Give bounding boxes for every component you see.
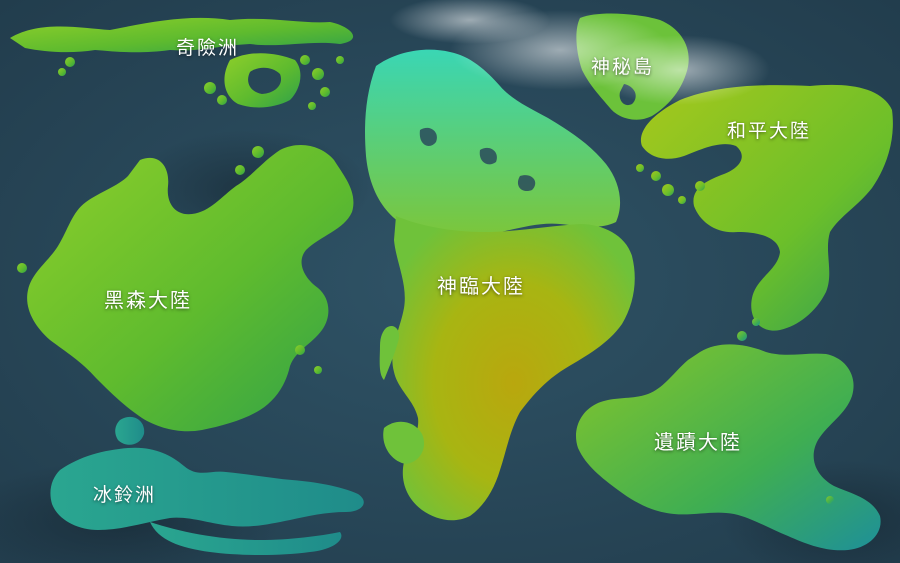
region-label-shenmi: 神秘島 [591,56,655,78]
region-label-heisen: 黑森大陸 [104,288,192,312]
heisen-continent [17,145,354,432]
qixian-archipelago [10,17,354,110]
heping-continent [636,84,893,331]
yiji-continent [576,318,881,551]
region-label-yiji: 遺蹟大陸 [654,430,742,454]
region-label-shenlin: 神臨大陸 [437,274,525,298]
region-label-qixian: 奇險洲 [176,37,240,59]
region-label-bingling: 冰鈴洲 [93,484,157,506]
region-label-heping: 和平大陸 [727,120,812,142]
shenlin-continent [365,49,635,521]
bingling-islands [50,416,364,555]
